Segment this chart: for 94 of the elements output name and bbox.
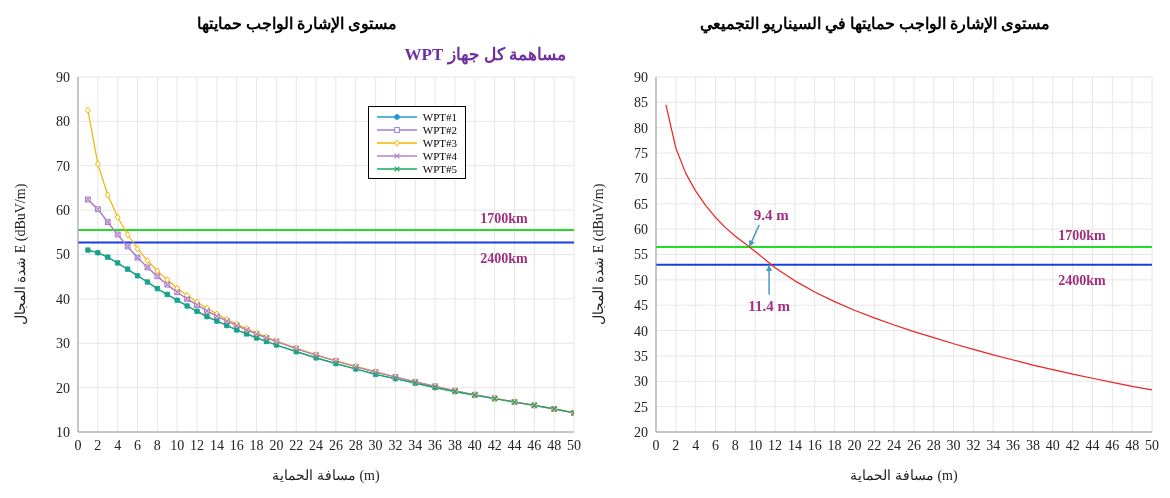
x-tick-label: 30 (368, 437, 383, 453)
x-tick-label: 40 (467, 437, 482, 453)
x-tick-label: 4 (114, 437, 122, 453)
x-tick-label: 28 (348, 437, 363, 453)
x-tick-label: 38 (1025, 437, 1040, 453)
x-tick-label: 16 (807, 437, 822, 453)
x-tick-label: 40 (1045, 437, 1060, 453)
y-tick-label: 70 (634, 171, 648, 187)
y-tick-label: 50 (56, 247, 70, 263)
x-tick-label: 18 (827, 437, 842, 453)
y-tick-label: 70 (56, 158, 70, 174)
y-tick-label: 85 (634, 95, 648, 111)
x-tick-label: 2 (94, 437, 102, 453)
x-tick-label: 8 (153, 437, 161, 453)
x-tick-label: 0 (74, 437, 82, 453)
y-tick-label: 60 (56, 203, 70, 219)
y-tick-label: 20 (634, 424, 648, 440)
x-tick-label: 50 (567, 437, 581, 453)
x-tick-label: 42 (1065, 437, 1080, 453)
y-tick-label: 45 (634, 298, 648, 314)
ref-line-label: 2400km (480, 250, 529, 266)
x-tick-label: 16 (229, 437, 244, 453)
y-tick-label: 40 (634, 323, 648, 339)
x-tick-label: 14 (787, 437, 802, 453)
x-tick-label: 2 (672, 437, 680, 453)
y-tick-label: 25 (634, 399, 648, 415)
x-tick-label: 44 (1085, 437, 1100, 453)
x-tick-label: 42 (487, 437, 502, 453)
y-tick-label: 30 (56, 336, 70, 352)
x-tick-label: 50 (1145, 437, 1159, 453)
x-tick-label: 12 (190, 437, 205, 453)
x-tick-label: 6 (134, 437, 142, 453)
x-tick-label: 4 (692, 437, 700, 453)
x-tick-label: 10 (170, 437, 185, 453)
x-tick-label: 26 (906, 437, 921, 453)
x-tick-label: 26 (328, 437, 343, 453)
x-tick-label: 8 (731, 437, 739, 453)
legend-label: WPT#3 (422, 136, 457, 149)
y-tick-label: 10 (56, 424, 70, 440)
y-tick-label: 90 (56, 69, 70, 85)
x-tick-label: 14 (209, 437, 224, 453)
legend-label: WPT#5 (422, 162, 457, 175)
chart-title: مستوى الإشارة الواجب حمايتها (196, 14, 398, 36)
y-tick-label: 65 (634, 196, 648, 212)
y-tick-label: 55 (634, 247, 648, 263)
x-tick-label: 48 (1125, 437, 1140, 453)
x-tick-label: 24 (309, 437, 324, 453)
y-axis-title: شدة المجال E (dBuV/m) (590, 183, 607, 326)
x-axis-title: مسافة الحماية (m) (850, 468, 958, 484)
x-tick-label: 12 (768, 437, 783, 453)
x-tick-label: 48 (547, 437, 562, 453)
legend-label: WPT#2 (422, 123, 457, 136)
x-tick-label: 22 (867, 437, 882, 453)
y-tick-label: 35 (634, 348, 648, 364)
y-tick-label: 80 (56, 114, 70, 130)
x-tick-label: 36 (428, 437, 443, 453)
y-tick-label: 20 (56, 380, 70, 396)
x-tick-label: 30 (946, 437, 961, 453)
chart-subtitle: مساهمة كل جهاز WPT (404, 45, 566, 64)
ref-line-label: 2400km (1058, 272, 1107, 288)
legend-label: WPT#4 (422, 149, 457, 162)
y-tick-label: 40 (56, 291, 70, 307)
x-tick-label: 46 (527, 437, 542, 453)
x-tick-label: 24 (887, 437, 902, 453)
chart-title: مستوى الإشارة الواجب حمايتها في السيناريو التجميعي (699, 14, 1051, 36)
x-tick-label: 0 (652, 437, 660, 453)
x-tick-label: 34 (408, 437, 423, 453)
x-tick-label: 22 (289, 437, 304, 453)
legend-label: WPT#1 (422, 110, 457, 123)
ref-line-label: 1700km (480, 211, 529, 227)
x-tick-label: 10 (748, 437, 763, 453)
x-tick-label: 32 (388, 437, 403, 453)
y-tick-label: 60 (634, 222, 648, 238)
x-tick-label: 20 (847, 437, 862, 453)
x-tick-label: 38 (447, 437, 462, 453)
x-tick-label: 44 (507, 437, 522, 453)
y-tick-label: 30 (634, 374, 648, 390)
x-tick-label: 34 (986, 437, 1001, 453)
x-tick-label: 32 (966, 437, 981, 453)
x-tick-label: 36 (1006, 437, 1021, 453)
y-tick-label: 75 (634, 146, 648, 162)
annotation: 9.4 m (753, 206, 790, 223)
x-tick-label: 6 (712, 437, 720, 453)
y-tick-label: 90 (634, 69, 648, 85)
x-tick-label: 18 (249, 437, 264, 453)
x-tick-label: 46 (1105, 437, 1120, 453)
annotation: 11.4 m (748, 297, 791, 314)
ref-line-label: 1700km (1058, 227, 1107, 243)
x-tick-label: 28 (926, 437, 941, 453)
y-tick-label: 50 (634, 272, 648, 288)
y-tick-label: 80 (634, 120, 648, 136)
x-tick-label: 20 (269, 437, 284, 453)
x-axis-title: مسافة الحماية (m) (272, 468, 380, 484)
y-axis-title: شدة المجال E (dBuV/m) (12, 183, 29, 326)
